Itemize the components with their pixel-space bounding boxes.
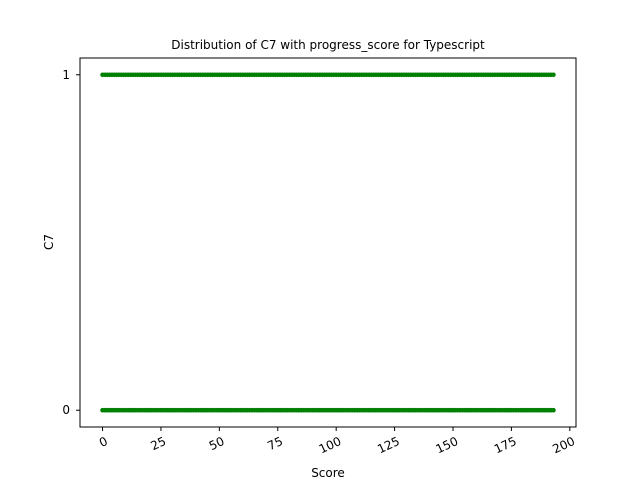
data-point <box>551 72 556 78</box>
plot-frame <box>79 57 577 428</box>
points-layer <box>100 72 556 413</box>
x-tick-label: 75 <box>265 434 285 453</box>
x-axis-ticks: 0 25 50 75 100 125 150 175 200 <box>97 427 577 456</box>
y-axis-ticks: 01 <box>62 68 80 417</box>
y-tick-label: 1 <box>62 68 70 82</box>
y-tick-label: 0 <box>62 403 70 417</box>
x-tick-label: 50 <box>207 434 227 453</box>
x-axis-label: Score <box>311 466 345 480</box>
plot-area <box>80 58 576 427</box>
y-axis-label: C7 <box>42 234 56 250</box>
data-point <box>551 407 556 413</box>
x-tick-label: 25 <box>148 434 168 453</box>
chart-title: Distribution of C7 with progress_score f… <box>171 38 485 52</box>
